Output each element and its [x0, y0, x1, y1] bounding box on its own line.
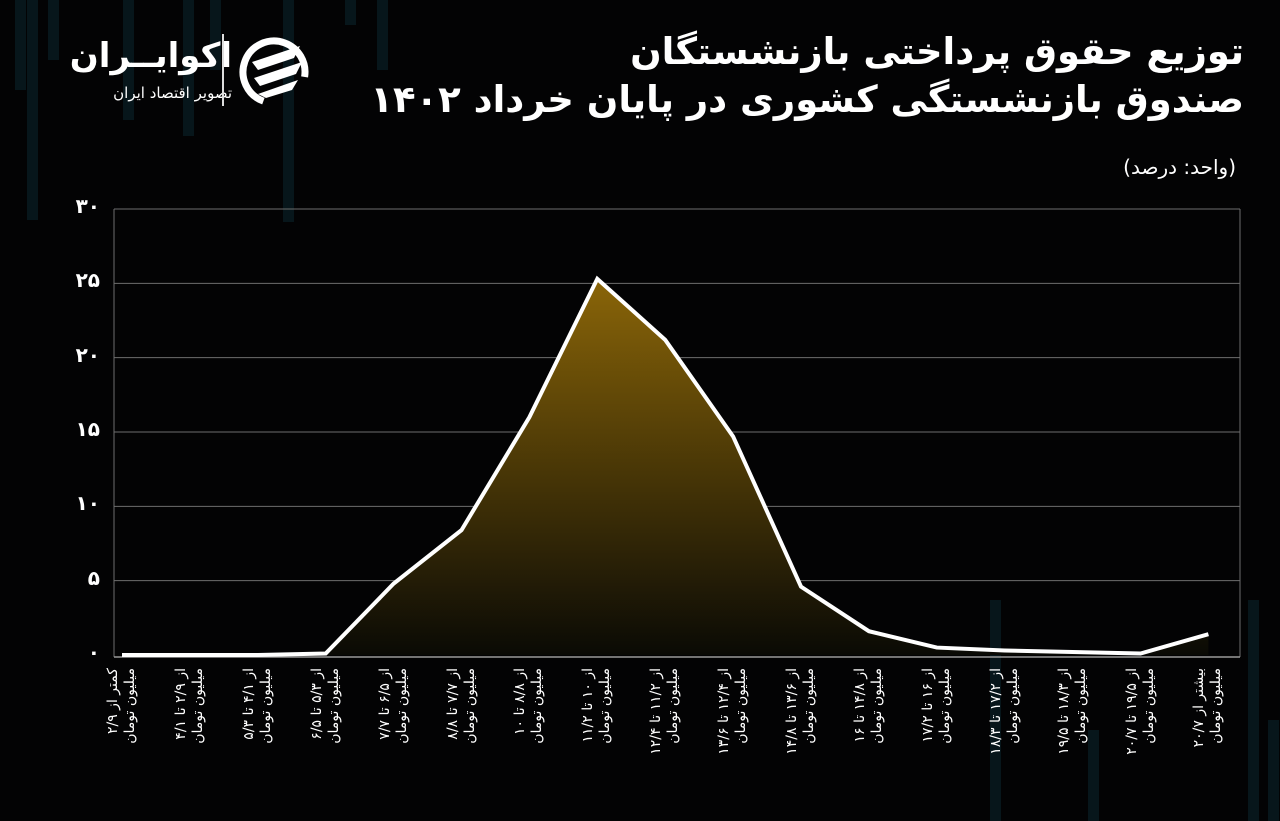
x-tick-label: از ۵/۳ تا ۶/۵ میلیون تومان [309, 668, 345, 818]
x-tick-label-unit: میلیون تومان [733, 668, 750, 744]
x-tick-label-unit: میلیون تومان [189, 668, 206, 744]
x-tick-label-unit: میلیون تومان [597, 668, 614, 744]
x-tick-label-unit: میلیون تومان [1004, 668, 1021, 744]
x-tick-label: از ۷/۷ تا ۸/۸ میلیون تومان [445, 668, 481, 818]
x-tick-label-unit: میلیون تومان [801, 668, 817, 744]
x-tick-label-unit: میلیون تومان [1140, 668, 1157, 744]
x-tick-label-range: از ۱۸/۳ تا ۱۹/۵ [1055, 668, 1072, 755]
x-tick-label-range: از ۱۶ تا ۱۷/۲ [919, 668, 936, 743]
data-line [122, 275, 1209, 657]
x-tick-label-unit: میلیون تومان [665, 668, 682, 744]
x-tick-label: از ۲/۹ تا ۴/۱ میلیون تومان [173, 668, 209, 818]
x-tick-label-unit: میلیون تومان [936, 668, 953, 744]
x-tick-label: از ۱۳/۶ تا ۱۴/۸ میلیون تومان [784, 668, 820, 818]
x-tick-label: از ۱۱/۲ تا ۱۲/۴ میلیون تومان [648, 668, 684, 818]
x-tick-label-range: از ۱۹/۵ تا ۲۰/۷ [1123, 668, 1140, 755]
x-tick-label-range: از ۱۱/۲ تا ۱۲/۴ [648, 668, 665, 755]
x-tick-label-range: از ۵/۳ تا ۶/۵ [308, 668, 325, 740]
unit-label: (واحد: درصد) [1123, 155, 1236, 179]
x-tick-label-unit: میلیون تومان [529, 668, 546, 744]
y-tick-label: ۲۵ [75, 268, 100, 292]
x-tick-label-range: از ۱۷/۲ تا ۱۸/۳ [987, 668, 1004, 755]
x-tick-label-range: از ۱۲/۴ تا ۱۳/۶ [716, 668, 733, 755]
chart-title: توزیع حقوق پرداختی بازنشستگان صندوق بازن… [370, 28, 1244, 124]
x-tick-label-range: از ۶/۵ تا ۷/۷ [376, 668, 393, 740]
x-tick-label-range: از ۴/۱ تا ۵/۳ [240, 668, 257, 740]
brand-logo: اکوایــران تصویر اقتصاد ایران [48, 30, 318, 110]
y-tick-label: ۳۰ [75, 194, 100, 218]
x-tick-label-unit: میلیون تومان [325, 668, 342, 744]
y-tick-label: ۵ [87, 566, 100, 590]
area-fill [122, 278, 1209, 655]
x-tick-label: از ۱۶ تا ۱۷/۲ میلیون تومان [920, 668, 956, 818]
y-tick-label: ۱۰ [75, 491, 100, 515]
x-tick-label: از ۱۲/۴ تا ۱۳/۶ میلیون تومان [716, 668, 752, 818]
x-tick-label-range: از ۱۰ تا ۱۱/۲ [580, 668, 597, 743]
x-tick-label: از ۱۷/۲ تا ۱۸/۳ میلیون تومان [988, 668, 1024, 818]
x-tick-label-unit: میلیون تومان [1208, 668, 1225, 744]
x-tick-label-range: از ۷/۷ تا ۸/۸ [444, 668, 461, 740]
x-tick-label-range: از ۲/۹ تا ۴/۱ [172, 668, 189, 740]
x-tick-label-unit: میلیون تومان [257, 668, 274, 744]
x-tick-label-unit: میلیون تومان [1072, 668, 1089, 744]
x-tick-label-range: از ۱۳/۶ تا ۱۴/۸ [784, 668, 800, 755]
x-tick-label-unit: میلیون تومان [122, 668, 138, 744]
x-tick-label-range: بیشتر از ۲۰/۷ [1191, 668, 1208, 748]
x-tick-label-range: از ۸/۸ تا ۱۰ [512, 668, 529, 735]
x-tick-label: از ۱۴/۸ تا ۱۶ میلیون تومان [852, 668, 888, 818]
x-tick-label-unit: میلیون تومان [461, 668, 478, 744]
x-tick-label-range: کمتر از ۲/۹ [105, 668, 121, 735]
y-tick-label: ۱۵ [75, 417, 100, 441]
x-tick-label: از ۶/۵ تا ۷/۷ میلیون تومان [377, 668, 413, 818]
x-tick-label: از ۱۹/۵ تا ۲۰/۷ میلیون تومان [1124, 668, 1160, 818]
y-tick-label: ۲۰ [75, 343, 100, 367]
x-tick-label: بیشتر از ۲۰/۷ میلیون تومان [1191, 668, 1227, 818]
ecoiran-logo-icon [239, 37, 309, 107]
y-tick-label: ۰ [87, 640, 100, 664]
x-tick-label: از ۱۸/۳ تا ۱۹/۵ میلیون تومان [1056, 668, 1092, 818]
title-line-1: توزیع حقوق پرداختی بازنشستگان [630, 30, 1244, 73]
x-tick-label-range: از ۱۴/۸ تا ۱۶ [851, 668, 868, 743]
x-tick-label-unit: میلیون تومان [393, 668, 410, 744]
x-tick-label: از ۸/۸ تا ۱۰ میلیون تومان [512, 668, 548, 818]
logo-name: اکوایــران [69, 36, 232, 76]
logo-divider [222, 34, 224, 106]
logo-tagline: تصویر اقتصاد ایران [113, 84, 232, 102]
x-tick-label: کمتر از ۲/۹ میلیون تومان [105, 668, 141, 818]
x-tick-label: از ۱۰ تا ۱۱/۲ میلیون تومان [580, 668, 616, 818]
title-line-2: صندوق بازنشستگی کشوری در پایان خرداد ۱۴۰… [370, 78, 1244, 121]
x-tick-label: از ۴/۱ تا ۵/۳ میلیون تومان [241, 668, 277, 818]
x-tick-label-unit: میلیون تومان [868, 668, 885, 744]
